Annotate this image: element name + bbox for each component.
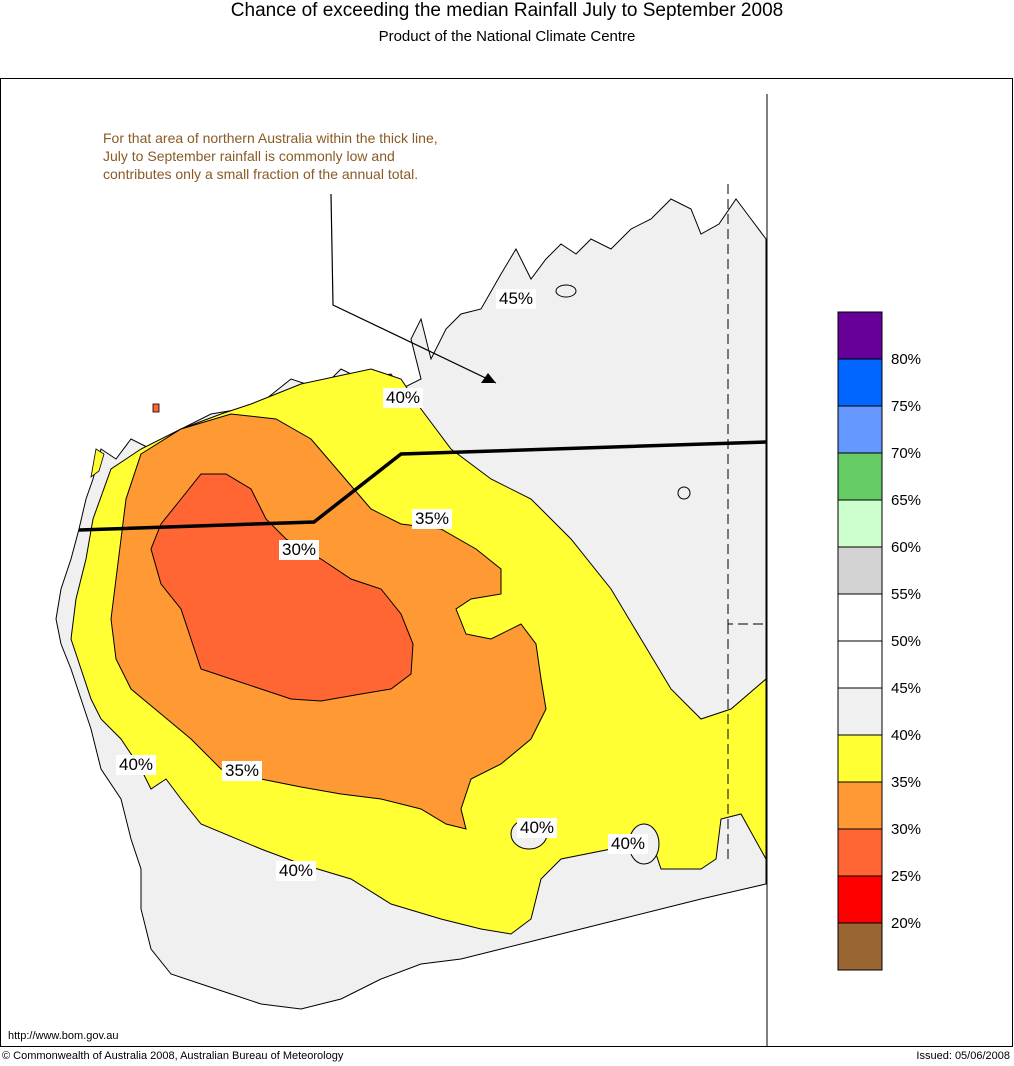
legend-swatch	[837, 405, 883, 454]
website-url[interactable]: http://www.bom.gov.au	[8, 1030, 119, 1042]
legend-swatch	[837, 922, 883, 971]
note-arrow	[330, 193, 497, 384]
legend-label: 55%	[891, 586, 922, 603]
contour-label: 35%	[222, 761, 263, 781]
legend-label: 25%	[891, 868, 922, 885]
legend-label: 35%	[891, 774, 922, 791]
legend-swatch	[837, 640, 883, 689]
contour-label: 40%	[608, 834, 649, 854]
map-subtitle: Product of the National Climate Centre	[378, 28, 636, 45]
rainfall-map	[55, 94, 883, 1046]
legend-swatch	[837, 828, 883, 877]
legend-label: 50%	[891, 633, 922, 650]
legend-label: 80%	[891, 351, 922, 368]
contour-label: 40%	[116, 755, 157, 775]
legend-swatch	[837, 311, 883, 360]
legend-label: 60%	[891, 539, 922, 556]
contour-label: 45%	[496, 289, 537, 309]
legend-swatch	[837, 358, 883, 407]
legend-label: 70%	[891, 445, 922, 462]
legend-swatch	[837, 875, 883, 924]
copyright-notice: © Commonwealth of Australia 2008, Austra…	[2, 1050, 344, 1062]
contour-label: 40%	[517, 818, 558, 838]
island	[152, 403, 160, 413]
map-frame: For that area of northern Australia with…	[0, 78, 1013, 1047]
contour-label: 35%	[412, 509, 453, 529]
region-hole	[555, 284, 577, 298]
northern-region-boundary	[78, 440, 767, 532]
legend-label: 45%	[891, 680, 922, 697]
map-note: For that area of northern Australia with…	[103, 130, 438, 182]
legend-label: 75%	[891, 398, 922, 415]
issued-date: Issued: 05/06/2008	[916, 1050, 1010, 1062]
contour-label: 40%	[383, 388, 424, 408]
legend-swatch	[837, 687, 883, 736]
contour-label: 40%	[276, 861, 317, 881]
legend-swatch	[837, 734, 883, 783]
note-arrow-head	[481, 373, 496, 383]
legend-label: 30%	[891, 821, 922, 838]
legend-label: 65%	[891, 492, 922, 509]
island	[90, 448, 105, 478]
legend-swatch	[837, 781, 883, 830]
legend-label: 20%	[891, 915, 922, 932]
legend-color-bar	[837, 311, 883, 971]
legend-label: 40%	[891, 727, 922, 744]
legend-swatch	[837, 593, 883, 642]
region-hole	[677, 486, 691, 500]
legend-swatch	[837, 546, 883, 595]
western-australia-land	[55, 198, 767, 1010]
state-border-line	[727, 184, 766, 864]
map-title: Chance of exceeding the median Rainfall …	[230, 0, 784, 21]
legend-swatch	[837, 499, 883, 548]
contour-label: 30%	[279, 540, 320, 560]
region-25-30-percent	[150, 473, 414, 702]
legend-swatch	[837, 452, 883, 501]
